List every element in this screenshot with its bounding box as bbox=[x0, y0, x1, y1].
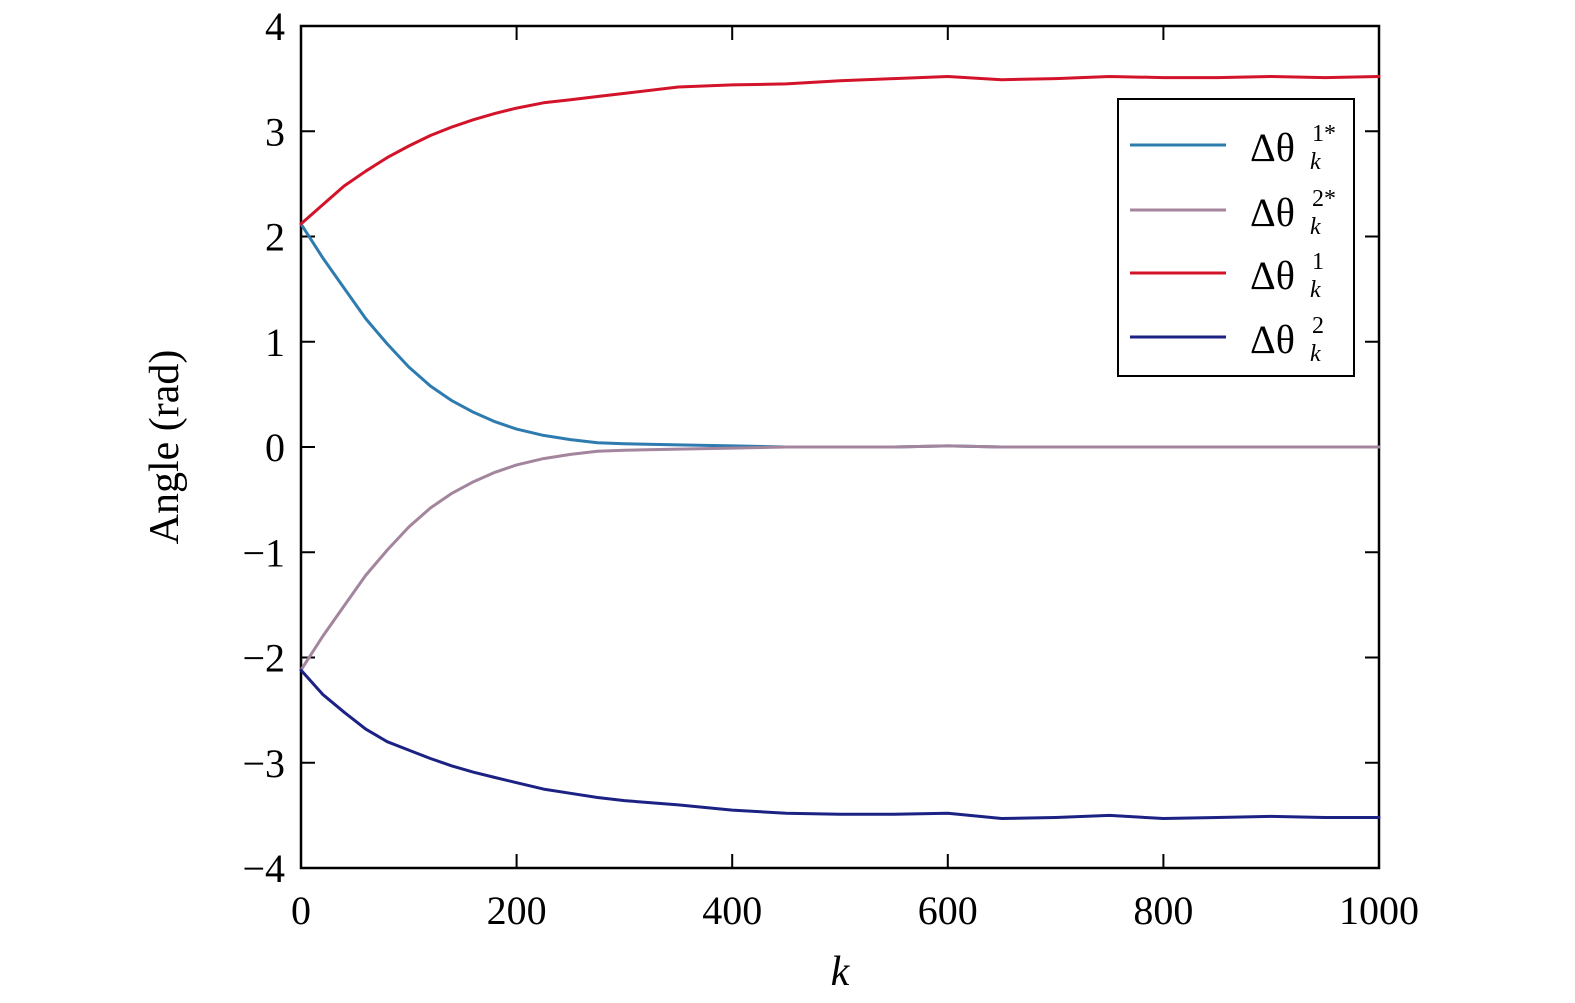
legend-label-main: Δθ bbox=[1250, 253, 1295, 298]
legend-label-subscript: k bbox=[1310, 277, 1321, 303]
series-line-2 bbox=[299, 444, 1381, 672]
y-tick-label: 4 bbox=[265, 4, 285, 49]
legend-label-superscript: 2 bbox=[1312, 313, 1324, 339]
series-line-4 bbox=[299, 668, 1381, 820]
y-tick-label: −4 bbox=[242, 846, 285, 891]
legend-label-subscript: k bbox=[1310, 341, 1321, 367]
y-tick-label: −1 bbox=[242, 530, 285, 575]
x-tick-label: 1000 bbox=[1339, 888, 1419, 933]
x-tick-label: 600 bbox=[918, 888, 978, 933]
y-tick-label: −2 bbox=[242, 636, 285, 681]
y-axis-label: Angle (rad) bbox=[142, 350, 188, 545]
x-tick-label: 400 bbox=[702, 888, 762, 933]
y-tick-label: 2 bbox=[265, 215, 285, 260]
series-lines bbox=[299, 75, 1381, 820]
legend-label-superscript: 2* bbox=[1312, 186, 1336, 212]
y-tick-label: 3 bbox=[265, 109, 285, 154]
legend-label-main: Δθ bbox=[1250, 317, 1295, 362]
legend-label-superscript: 1* bbox=[1312, 121, 1336, 147]
x-axis-label: k bbox=[831, 949, 851, 995]
x-tick-label: 200 bbox=[487, 888, 547, 933]
x-tick-label: 800 bbox=[1133, 888, 1193, 933]
legend-label-main: Δθ bbox=[1250, 190, 1295, 235]
y-tick-label: 0 bbox=[265, 425, 285, 470]
axis-ticks: 0 200 400 600 800 1000 4 3 2 1 0 −1 −2 −3 −4 bbox=[242, 4, 1419, 933]
y-tick-label: −3 bbox=[242, 741, 285, 786]
legend-label-superscript: 1 bbox=[1312, 249, 1324, 275]
x-tick-label: 0 bbox=[291, 888, 311, 933]
legend-label-subscript: k bbox=[1310, 149, 1321, 175]
legend-label-subscript: k bbox=[1310, 214, 1321, 240]
y-tick-label: 1 bbox=[265, 320, 285, 365]
series-line-3 bbox=[299, 75, 1381, 226]
legend-label-main: Δθ bbox=[1250, 125, 1295, 170]
